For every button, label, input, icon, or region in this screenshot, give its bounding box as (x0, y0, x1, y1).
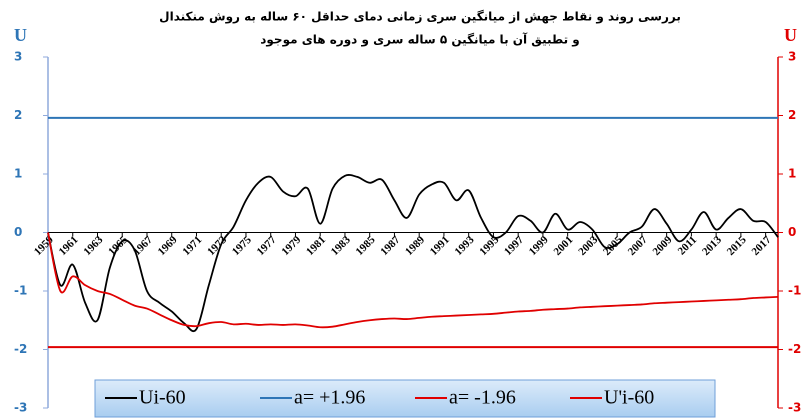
x-tick-label: 1969 (156, 234, 180, 258)
x-tick-label: 1997 (502, 234, 526, 258)
data-line (47, 174, 779, 333)
y-tick-label: 3 (14, 50, 22, 64)
x-tick-label: 1999 (527, 234, 551, 258)
y-tick-label: 2 (14, 108, 22, 122)
x-tick-label: 2015 (725, 234, 749, 258)
x-tick-label: 1985 (354, 234, 378, 258)
x-tick-label: 2007 (626, 234, 650, 258)
x-tick-label: 1989 (403, 234, 427, 258)
y-tick-label: -3 (14, 401, 27, 415)
legend-label: Ui-60 (139, 387, 186, 409)
x-tick-label: 1987 (378, 234, 402, 258)
x-tick-label: 1993 (453, 234, 477, 258)
x-tick-label: 1983 (329, 234, 353, 258)
y-tick-label: 1 (14, 167, 22, 181)
y2-tick-label: -3 (788, 401, 801, 415)
y2-axis-label: U (784, 25, 797, 45)
y-tick-label: 0 (14, 225, 22, 239)
chart-title: و تطبیق آن با میانگین ۵ ساله سری و دوره … (260, 32, 579, 48)
x-tick-label: 1967 (131, 234, 155, 258)
y-tick-label: -1 (14, 284, 27, 298)
y2-tick-label: 1 (788, 167, 796, 181)
data-line (47, 232, 779, 329)
x-tick-label: 1977 (255, 234, 279, 258)
x-tick-label: 1981 (304, 234, 328, 258)
y2-tick-label: -1 (788, 284, 801, 298)
x-tick-label: 2001 (552, 234, 576, 258)
y2-tick-label: 2 (788, 108, 796, 122)
legend-label: a= +1.96 (294, 387, 365, 409)
y-tick-label: -2 (14, 342, 27, 356)
y-axis-label: U (14, 25, 27, 45)
chart-title: بررسی روند و نقاط جهش از میانگین سری زما… (159, 10, 681, 25)
y2-tick-label: 0 (788, 225, 796, 239)
x-tick-label: 1961 (57, 234, 81, 258)
legend-box (94, 379, 716, 418)
legend-label: a= -1.96 (449, 387, 516, 409)
x-tick-label: 1963 (81, 234, 105, 258)
x-tick-label: 1971 (180, 234, 204, 258)
x-tick-label: 2011 (676, 234, 700, 258)
x-tick-label: 1975 (230, 234, 254, 258)
y2-tick-label: -2 (788, 342, 801, 356)
legend-label: U'i-60 (604, 387, 654, 409)
x-tick-label: 2017 (749, 234, 773, 258)
y2-tick-label: 3 (788, 50, 796, 64)
x-tick-label: 1991 (428, 234, 452, 258)
x-tick-label: 1979 (279, 234, 303, 258)
x-tick-label: 2009 (651, 234, 675, 258)
x-tick-label: 2013 (700, 234, 724, 258)
